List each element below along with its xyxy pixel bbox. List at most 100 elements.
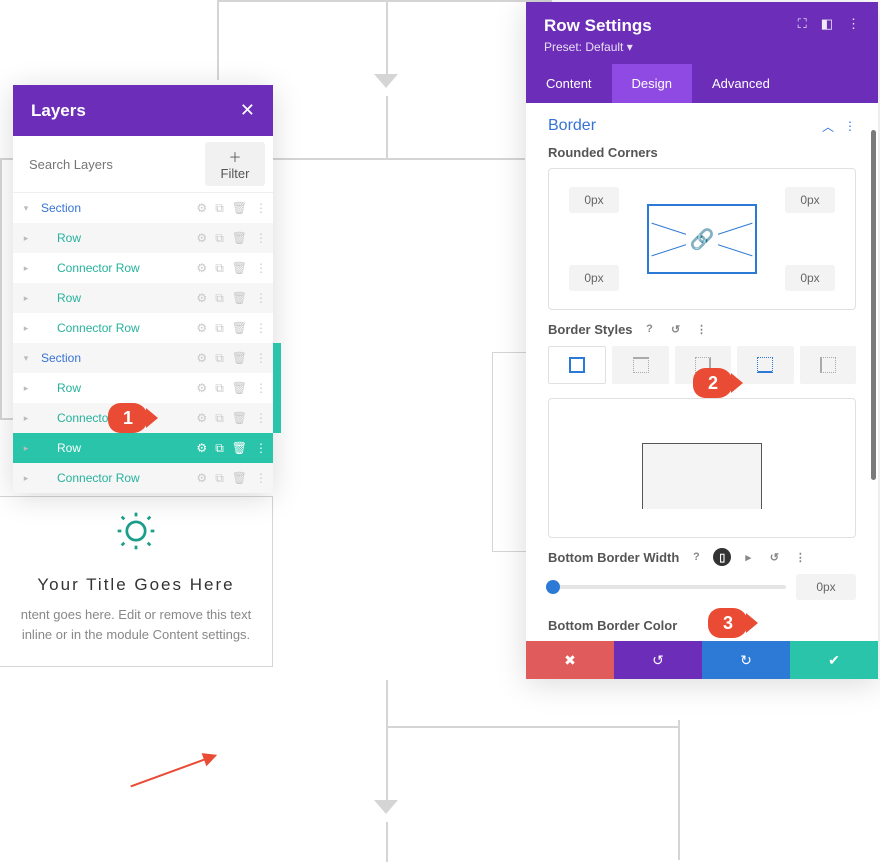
duplicate-icon[interactable]: ⧉ bbox=[215, 321, 224, 336]
trash-icon[interactable]: 🗑 bbox=[232, 201, 247, 216]
layer-label: Row bbox=[53, 231, 196, 245]
arrow-down-icon bbox=[374, 74, 398, 88]
reset-icon[interactable]: ↺ bbox=[765, 548, 783, 566]
gear-icon[interactable]: ⚙ bbox=[196, 441, 207, 456]
trash-icon[interactable]: 🗑 bbox=[232, 411, 247, 426]
slider-thumb[interactable] bbox=[546, 580, 560, 594]
duplicate-icon[interactable]: ⧉ bbox=[215, 381, 224, 396]
layer-item-connector[interactable]: ▸Connector Row⚙⧉🗑⋮ bbox=[13, 313, 273, 343]
more-icon[interactable]: ⋮ bbox=[255, 321, 267, 336]
duplicate-icon[interactable]: ⧉ bbox=[215, 441, 224, 456]
slider-track[interactable] bbox=[548, 585, 786, 589]
help-icon[interactable]: ? bbox=[687, 548, 705, 566]
more-icon[interactable]: ⋮ bbox=[255, 231, 267, 246]
cancel-button[interactable]: ✖ bbox=[526, 641, 614, 679]
more-icon[interactable]: ⋮ bbox=[255, 201, 267, 216]
layer-item-row[interactable]: ▸Row⚙⧉🗑⋮ bbox=[13, 373, 273, 403]
gear-icon[interactable]: ⚙ bbox=[196, 291, 207, 306]
more-icon[interactable]: ⋮ bbox=[255, 411, 267, 426]
border-styles-label: Border Styles ? ↺ ⋮ bbox=[548, 320, 856, 338]
border-section-header[interactable]: Border ︿⋮ bbox=[548, 117, 856, 135]
more-icon[interactable]: ⋮ bbox=[255, 441, 267, 456]
trash-icon[interactable]: 🗑 bbox=[232, 291, 247, 306]
corner-input-tr[interactable]: 0px bbox=[785, 187, 835, 213]
tab-design[interactable]: Design bbox=[612, 64, 692, 103]
layer-item-connector[interactable]: ▸Connector Row⚙⧉🗑⋮ bbox=[13, 463, 273, 493]
filter-button[interactable]: ＋ Filter bbox=[205, 142, 265, 186]
corner-input-bl[interactable]: 0px bbox=[569, 265, 619, 291]
connector-line bbox=[386, 726, 679, 728]
chevron-icon: ▸ bbox=[19, 263, 33, 274]
border-style-top[interactable] bbox=[612, 346, 668, 384]
more-icon[interactable]: ⋮ bbox=[791, 548, 809, 566]
trash-icon[interactable]: 🗑 bbox=[232, 321, 247, 336]
preset-selector[interactable]: Preset: Default ▾ bbox=[544, 40, 860, 64]
gear-icon[interactable]: ⚙ bbox=[196, 411, 207, 426]
gear-icon[interactable]: ⚙ bbox=[196, 471, 207, 486]
corner-input-tl[interactable]: 0px bbox=[569, 187, 619, 213]
trash-icon[interactable]: 🗑 bbox=[232, 351, 247, 366]
search-input[interactable] bbox=[29, 157, 205, 172]
mobile-icon[interactable]: ▯ bbox=[713, 548, 731, 566]
settings-panel: Row Settings ⛶ ◧ ⋮ Preset: Default ▾ Con… bbox=[526, 2, 878, 679]
gear-icon[interactable]: ⚙ bbox=[196, 261, 207, 276]
more-icon[interactable]: ⋮ bbox=[693, 320, 711, 338]
layer-item-connector[interactable]: ▸Connector Row⚙⧉🗑⋮ bbox=[13, 253, 273, 283]
help-icon[interactable]: ? bbox=[641, 320, 659, 338]
chevron-up-icon[interactable]: ︿ bbox=[822, 118, 834, 135]
more-icon[interactable]: ⋮ bbox=[255, 261, 267, 276]
trash-icon[interactable]: 🗑 bbox=[232, 231, 247, 246]
section-more-icon[interactable]: ⋮ bbox=[844, 119, 856, 133]
gear-icon[interactable]: ⚙ bbox=[196, 201, 207, 216]
tab-content[interactable]: Content bbox=[526, 64, 612, 103]
save-button[interactable]: ✔ bbox=[790, 641, 878, 679]
corner-input-br[interactable]: 0px bbox=[785, 265, 835, 291]
layer-label: Row bbox=[53, 291, 196, 305]
expand-icon[interactable]: ⛶ bbox=[798, 16, 807, 32]
duplicate-icon[interactable]: ⧉ bbox=[215, 351, 224, 366]
more-icon[interactable]: ⋮ bbox=[255, 381, 267, 396]
layers-search-row: ＋ Filter bbox=[13, 136, 273, 193]
close-icon[interactable]: ✕ bbox=[240, 100, 255, 121]
layer-label: Connector Row bbox=[53, 321, 196, 335]
slider-value[interactable]: 0px bbox=[796, 574, 856, 600]
duplicate-icon[interactable]: ⧉ bbox=[215, 411, 224, 426]
gear-icon[interactable]: ⚙ bbox=[196, 381, 207, 396]
border-style-left[interactable] bbox=[800, 346, 856, 384]
arrow-down-icon bbox=[374, 800, 398, 814]
border-style-all[interactable] bbox=[548, 346, 606, 384]
more-icon[interactable]: ⋮ bbox=[255, 351, 267, 366]
scrollbar[interactable] bbox=[871, 130, 876, 480]
duplicate-icon[interactable]: ⧉ bbox=[215, 201, 224, 216]
trash-icon[interactable]: 🗑 bbox=[232, 471, 247, 486]
gear-icon[interactable]: ⚙ bbox=[196, 231, 207, 246]
more-icon[interactable]: ⋮ bbox=[255, 291, 267, 306]
connector-line bbox=[217, 0, 219, 80]
layer-item-row[interactable]: ▸Row⚙⧉🗑⋮ bbox=[13, 433, 273, 463]
layer-item-row[interactable]: ▸Row⚙⧉🗑⋮ bbox=[13, 223, 273, 253]
trash-icon[interactable]: 🗑 bbox=[232, 261, 247, 276]
layer-item-row[interactable]: ▸Row⚙⧉🗑⋮ bbox=[13, 283, 273, 313]
link-icon[interactable]: 🔗 bbox=[686, 227, 719, 252]
gear-icon[interactable]: ⚙ bbox=[196, 351, 207, 366]
redo-button[interactable]: ↻ bbox=[702, 641, 790, 679]
duplicate-icon[interactable]: ⧉ bbox=[215, 261, 224, 276]
border-styles-text: Border Styles bbox=[548, 322, 633, 337]
snap-icon[interactable]: ◧ bbox=[821, 16, 833, 32]
tab-advanced[interactable]: Advanced bbox=[692, 64, 790, 103]
gear-icon[interactable]: ⚙ bbox=[196, 321, 207, 336]
layers-title: Layers bbox=[31, 101, 86, 121]
layer-item-section[interactable]: ▾Section⚙⧉🗑⋮ bbox=[13, 193, 273, 223]
trash-icon[interactable]: 🗑 bbox=[232, 381, 247, 396]
undo-button[interactable]: ↺ bbox=[614, 641, 702, 679]
duplicate-icon[interactable]: ⧉ bbox=[215, 471, 224, 486]
more-icon[interactable]: ⋮ bbox=[847, 16, 860, 32]
more-icon[interactable]: ⋮ bbox=[255, 471, 267, 486]
hover-icon[interactable]: ▸ bbox=[739, 548, 757, 566]
reset-icon[interactable]: ↺ bbox=[667, 320, 685, 338]
border-style-bottom[interactable] bbox=[737, 346, 793, 384]
trash-icon[interactable]: 🗑 bbox=[232, 441, 247, 456]
duplicate-icon[interactable]: ⧉ bbox=[215, 291, 224, 306]
duplicate-icon[interactable]: ⧉ bbox=[215, 231, 224, 246]
layer-item-section[interactable]: ▾Section⚙⧉🗑⋮ bbox=[13, 343, 273, 373]
